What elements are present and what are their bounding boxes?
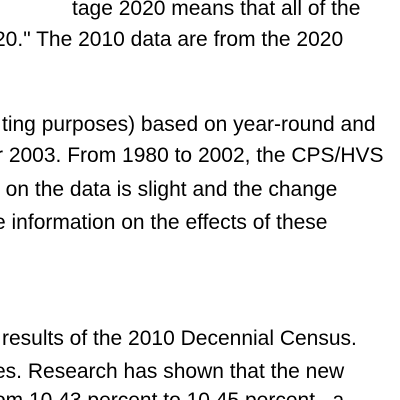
text-line-7: results of the 2010 Decennial Census. — [2, 327, 357, 350]
text-line-6: e information on the effects of these — [0, 211, 328, 234]
text-line-1: tage 2020 means that all of the — [72, 0, 361, 20]
text-line-9: om 10.43 percent to 10.45 percent , a — [0, 388, 344, 400]
text-line-4: r 2003. From 1980 to 2002, the CPS/HVS — [0, 144, 384, 167]
text-line-3: ting purposes) based on year-round and — [2, 113, 376, 136]
text-line-5: t on the data is slight and the change — [0, 178, 338, 201]
text-line-8: es. Research has shown that the new — [0, 360, 345, 383]
text-line-2: 20." The 2010 data are from the 2020 — [0, 28, 344, 51]
